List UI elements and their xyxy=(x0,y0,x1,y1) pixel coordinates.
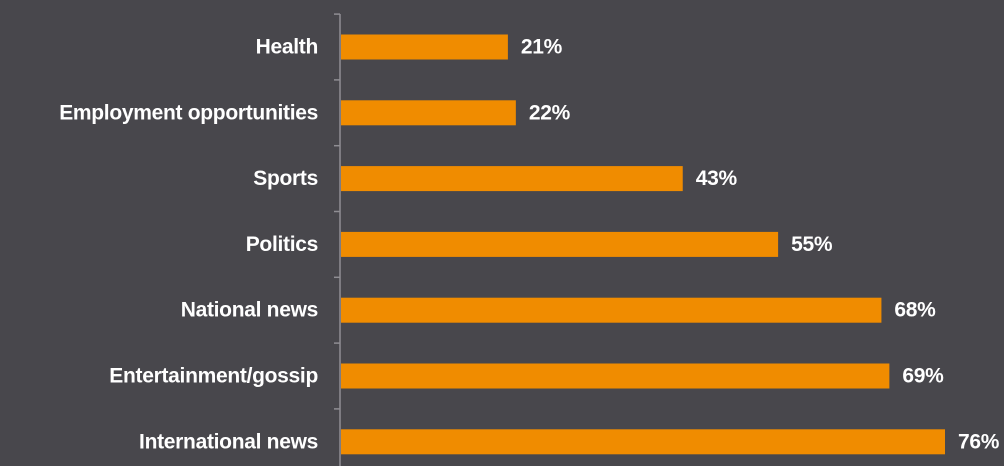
category-label: Sports xyxy=(253,167,318,190)
bar xyxy=(341,297,882,323)
category-label: Health xyxy=(256,36,318,59)
value-label: 43% xyxy=(696,167,738,190)
value-label: 76% xyxy=(958,430,1000,453)
value-label: 21% xyxy=(521,36,563,59)
bar xyxy=(341,363,890,389)
category-label: National news xyxy=(181,299,318,322)
value-label: 69% xyxy=(902,365,944,388)
bar xyxy=(341,231,779,257)
value-label: 55% xyxy=(791,233,833,256)
bar xyxy=(341,166,683,192)
value-label: 22% xyxy=(529,101,571,124)
bar xyxy=(341,100,516,126)
bar xyxy=(341,429,945,455)
category-label: Employment opportunities xyxy=(59,101,318,124)
category-label: Politics xyxy=(246,233,318,256)
bars-group xyxy=(341,34,945,455)
y-axis-ticks xyxy=(334,13,340,410)
category-labels: Health Employment opportunities Sports Poli… xyxy=(59,36,318,454)
category-label: International news xyxy=(139,430,318,453)
bar xyxy=(341,34,508,60)
category-label: Entertainment/gossip xyxy=(109,365,318,388)
value-labels: 21% 22% 43% 55% 68% 69% 76% xyxy=(521,36,1000,454)
value-label: 68% xyxy=(894,299,936,322)
